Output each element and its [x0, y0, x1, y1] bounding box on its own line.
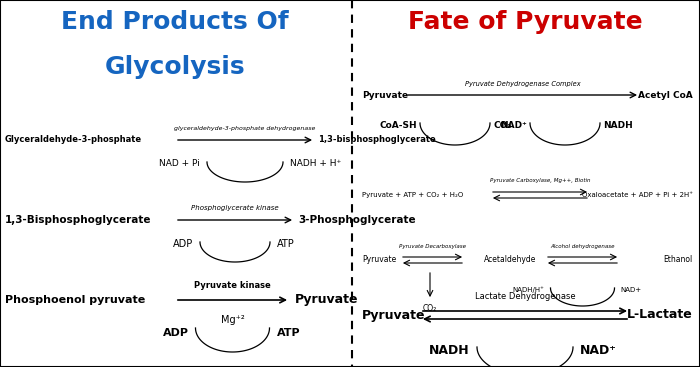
Text: Phosphoglycerate kinase: Phosphoglycerate kinase [191, 205, 279, 211]
Text: NADH/H⁺: NADH/H⁺ [512, 287, 545, 293]
Text: Pyruvate kinase: Pyruvate kinase [194, 281, 271, 290]
Text: ATP: ATP [276, 328, 300, 338]
Text: Pyruvate Dehydrogenase Complex: Pyruvate Dehydrogenase Complex [465, 81, 580, 87]
Text: NAD + Pi: NAD + Pi [160, 160, 200, 168]
Text: Acetaldehyde: Acetaldehyde [484, 255, 536, 265]
Text: Lactate Dehydrogenase: Lactate Dehydrogenase [475, 292, 575, 301]
Text: ADP: ADP [162, 328, 188, 338]
Text: ADP: ADP [173, 239, 193, 249]
Text: Pyruvate Decarboxylase: Pyruvate Decarboxylase [399, 244, 466, 249]
Text: Glyceraldehyde-3-phosphate: Glyceraldehyde-3-phosphate [5, 135, 142, 145]
Text: Mg⁺²: Mg⁺² [220, 315, 244, 325]
Text: 1,3-Bisphosphoglycerate: 1,3-Bisphosphoglycerate [5, 215, 151, 225]
Text: Alcohol dehydrogenase: Alcohol dehydrogenase [550, 244, 615, 249]
Text: Phosphoenol pyruvate: Phosphoenol pyruvate [5, 295, 146, 305]
Text: Pyruvate: Pyruvate [362, 309, 426, 321]
Text: Ethanol: Ethanol [664, 255, 693, 265]
Text: CO₂: CO₂ [493, 121, 512, 131]
Text: End Products Of: End Products Of [61, 10, 289, 34]
Text: Glycolysis: Glycolysis [105, 55, 245, 79]
Text: 1,3-bisphosphoglycerate: 1,3-bisphosphoglycerate [318, 135, 435, 145]
Text: CO₂: CO₂ [423, 304, 437, 313]
Text: CoA-SH: CoA-SH [379, 121, 417, 131]
Text: Pyruvate + ATP + CO₂ + H₂O: Pyruvate + ATP + CO₂ + H₂O [362, 192, 463, 198]
Text: NAD+: NAD+ [620, 287, 642, 293]
Text: Acetyl CoA: Acetyl CoA [638, 91, 693, 99]
Text: NADH: NADH [429, 345, 470, 357]
Text: L-Lactate: L-Lactate [627, 309, 693, 321]
Text: 3-Phosphoglycerate: 3-Phosphoglycerate [298, 215, 416, 225]
Text: glyceraldehyde-3-phosphate dehydrogenase: glyceraldehyde-3-phosphate dehydrogenase [174, 126, 316, 131]
Text: NAD⁺: NAD⁺ [500, 121, 527, 131]
Text: NADH + H⁺: NADH + H⁺ [290, 160, 342, 168]
Text: Pyruvate: Pyruvate [362, 91, 408, 99]
Text: Fate of Pyruvate: Fate of Pyruvate [407, 10, 643, 34]
Text: ATP: ATP [277, 239, 295, 249]
Text: Pyruvate: Pyruvate [295, 294, 358, 306]
Text: NAD⁺: NAD⁺ [580, 345, 617, 357]
Text: Pyruvate Carboxylase, Mg++, Biotin: Pyruvate Carboxylase, Mg++, Biotin [490, 178, 590, 183]
Text: Oxaloacetate + ADP + Pi + 2H⁺: Oxaloacetate + ADP + Pi + 2H⁺ [582, 192, 693, 198]
Text: NADH: NADH [603, 121, 633, 131]
Text: Pyruvate: Pyruvate [362, 255, 396, 265]
